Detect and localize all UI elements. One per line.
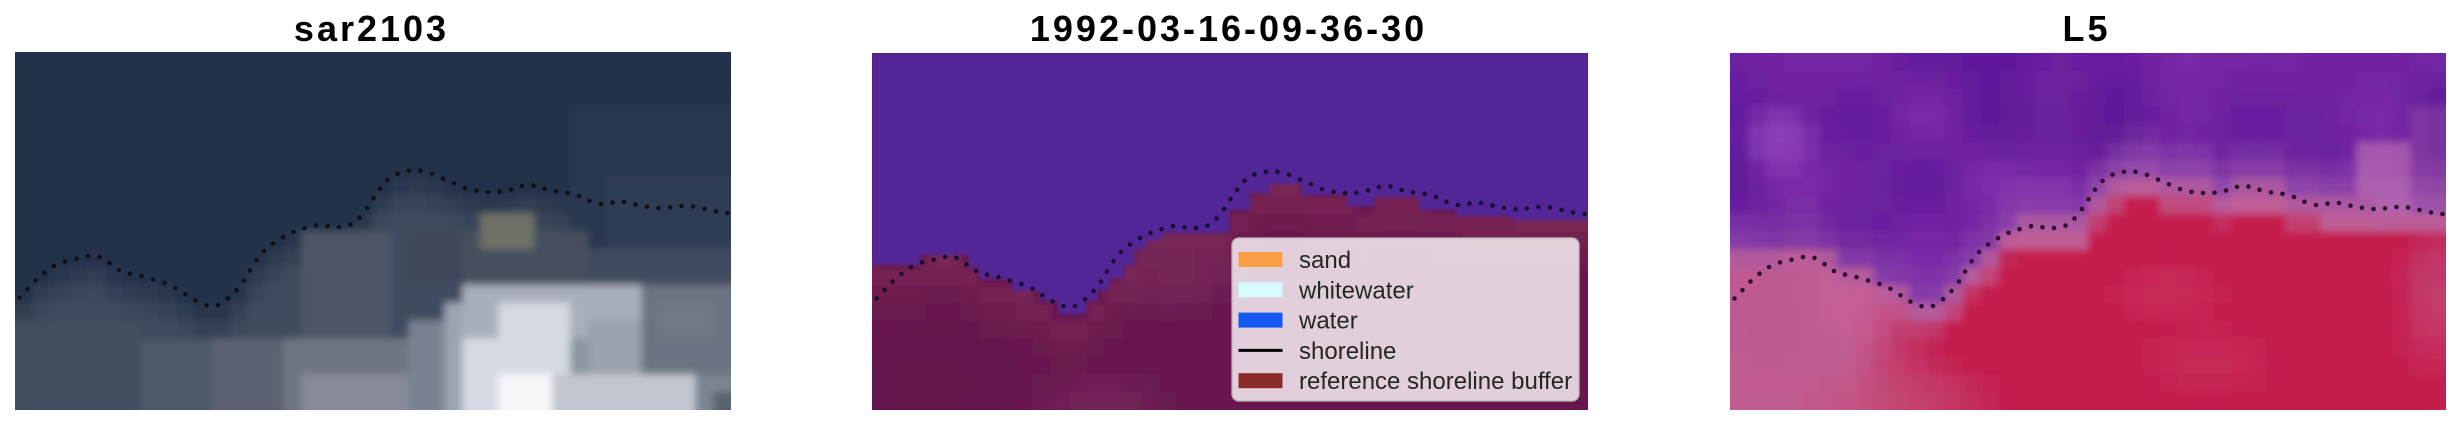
svg-text:sand: sand — [1299, 247, 1351, 274]
svg-text:1992-03-16-09-36-30: 1992-03-16-09-36-30 — [1030, 8, 1427, 49]
svg-text:L5: L5 — [2062, 8, 2110, 49]
svg-text:shoreline: shoreline — [1299, 338, 1396, 365]
svg-text:reference shoreline buffer: reference shoreline buffer — [1299, 368, 1572, 395]
svg-text:whitewater: whitewater — [1298, 277, 1414, 304]
svg-text:water: water — [1298, 308, 1358, 335]
svg-text:sar2103: sar2103 — [294, 8, 449, 49]
